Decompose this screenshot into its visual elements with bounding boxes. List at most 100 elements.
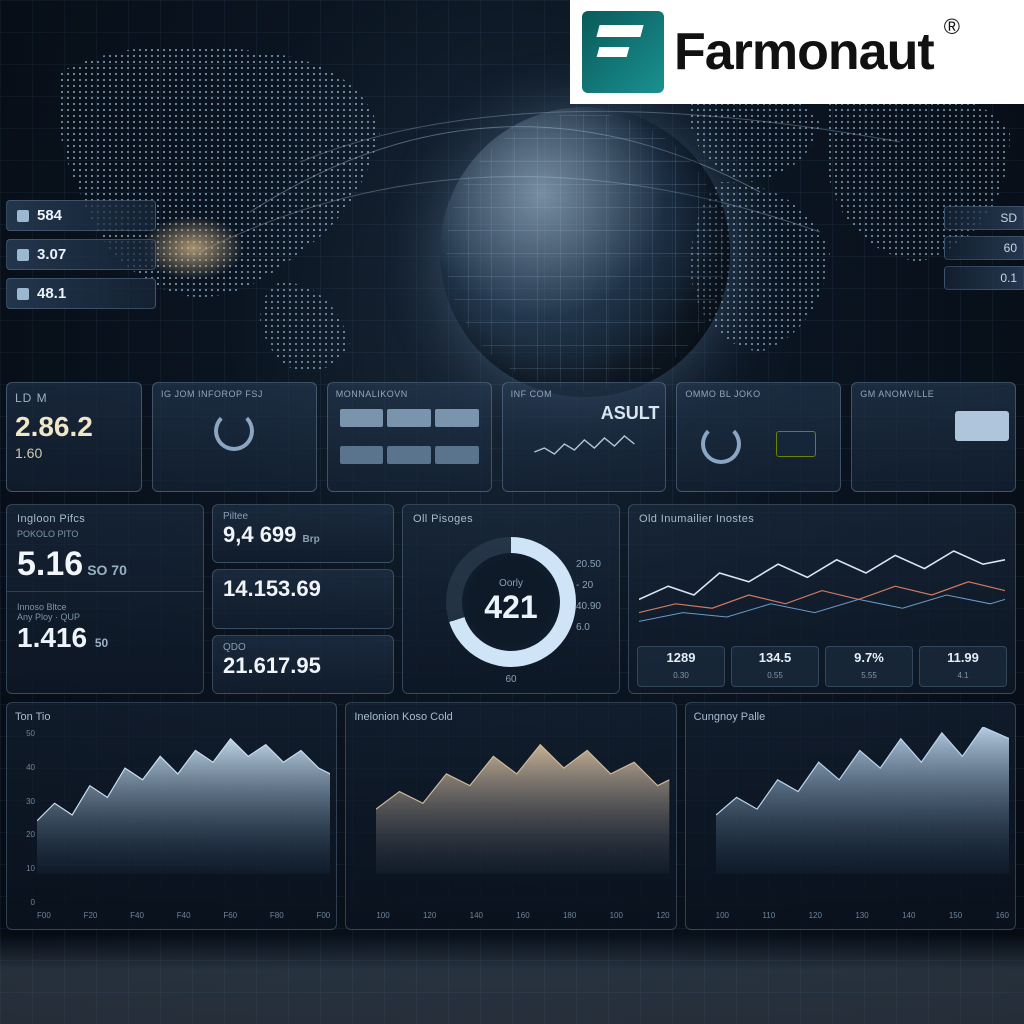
area-chart [37, 727, 330, 874]
badge-dot-icon [17, 249, 29, 261]
area-chart [716, 727, 1009, 874]
stat-sub: 5.55 [861, 671, 877, 680]
stat-value: 584 [37, 207, 62, 224]
gauge-value: 421 [484, 589, 537, 626]
stat-value: 48.1 [37, 285, 66, 302]
stat-badge[interactable]: 584 [6, 200, 156, 231]
panel-label: Innoso Bltce [17, 602, 193, 612]
price-value: 1.416 [17, 622, 87, 653]
prices-panel[interactable]: Ingloon Pifcs POKOLO PITO 5.16SO 70 Inno… [6, 504, 204, 694]
cell-value: 21.617.95 [223, 653, 383, 679]
stat-sub: 0.55 [767, 671, 783, 680]
stat-chip[interactable]: 1289 0.30 [637, 646, 725, 687]
y-axis [350, 729, 374, 907]
panel-header: Ingloon Pifcs [17, 513, 193, 525]
stat-chip[interactable]: 11.994.1 [919, 646, 1007, 687]
cell-label: QDO [223, 642, 383, 653]
cell-value: 9,4 699 [223, 522, 296, 547]
grid-icon [334, 403, 485, 485]
y-axis: 50403020100 [11, 729, 35, 907]
gauge-panel[interactable]: Oll Pisoges Oorly 421 20.50 - 20 40.90 6… [402, 504, 620, 694]
floor-reflection [0, 934, 1024, 1024]
stat-badge[interactable]: 0.1 [944, 266, 1024, 290]
brand-bar: Farmonaut ® [570, 0, 1024, 104]
price-unit: SO 70 [87, 562, 127, 578]
price-cell[interactable]: QDO 21.617.95 [212, 635, 394, 694]
info-card-header: OMMO BL JOKO [685, 389, 832, 399]
area-chart-panel[interactable]: Ton Tio 50403020100 F00F20F40F40F60F80F0… [6, 702, 337, 930]
x-axis: 100120140160180100120 [376, 911, 669, 925]
ldm-sub: 1.60 [15, 445, 133, 461]
panel-header: Old Inumailier Inostes [639, 513, 1005, 525]
panel-header: Cungnoy Palle [694, 711, 1007, 723]
second-price: 1.416 50 [17, 622, 193, 654]
stat-value: 1289 [642, 650, 720, 665]
badge-dot-icon [17, 288, 29, 300]
info-card-accent: ASULT [509, 403, 660, 424]
brand-name: Farmonaut [674, 22, 934, 82]
brand-logo-icon [582, 11, 664, 93]
info-card[interactable]: INF COM ASULT [502, 382, 667, 492]
line-stats-strip: 1289 0.30 134.5 0.55 9.7% 5.55 11.994.1 [637, 646, 1007, 687]
gauge-label: Oorly [499, 578, 523, 589]
price-unit: 50 [95, 636, 108, 650]
gauge-center: Oorly 421 [413, 529, 609, 674]
ldm-title: LD M [15, 391, 133, 405]
info-card-header: INF COM [511, 389, 658, 399]
area-chart-panel[interactable]: Cungnoy Palle 100110120130140150160 [685, 702, 1016, 930]
multi-line-chart [639, 529, 1005, 661]
stacked-prices-panel: Piltee 9,4 699 Brp 14.153.69 QDO 21.617.… [212, 504, 394, 694]
info-card-row: IG JOM INFOROP FSJ MONNALIKOVN INF COM A… [152, 382, 1016, 492]
area-chart-panel[interactable]: Inelonion Koso Cold 10012014016018010012… [345, 702, 676, 930]
stat-badge[interactable]: 48.1 [6, 278, 156, 309]
gauge-bottom: 60 [413, 674, 609, 685]
panel-header: Inelonion Koso Cold [354, 711, 667, 723]
globe-icon [440, 107, 730, 397]
stat-value: 134.5 [736, 650, 814, 665]
info-card[interactable]: MONNALIKOVN [327, 382, 492, 492]
ldm-value: 2.86.2 [15, 411, 133, 443]
area-charts-row: Ton Tio 50403020100 F00F20F40F40F60F80F0… [6, 702, 1016, 930]
stat-value: 9.7% [830, 650, 908, 665]
lines-panel[interactable]: Old Inumailier Inostes 1289 0.30 134.5 0.5… [628, 504, 1016, 694]
stat-chip[interactable]: 134.5 0.55 [731, 646, 819, 687]
panel-header: Oll Pisoges [413, 513, 609, 525]
price-value: 5.16 [17, 545, 83, 583]
stat-badge[interactable]: 60 [944, 236, 1024, 260]
panel-sub: POKOLO PITO [17, 529, 193, 539]
panel-sub: Any Ploy · QUP [17, 612, 193, 622]
panel-header: Ton Tio [15, 711, 328, 723]
stat-value: 3.07 [37, 246, 66, 263]
info-card[interactable]: OMMO BL JOKO [676, 382, 841, 492]
ring-icon [214, 411, 254, 451]
info-card-header: GM ANOMVILLE [860, 389, 1007, 399]
area-chart [376, 727, 669, 874]
right-stat-badges: SD 60 0.1 [944, 206, 1024, 290]
minimap-icon [955, 411, 1009, 441]
ldm-card[interactable]: LD M 2.86.2 1.60 [6, 382, 142, 492]
info-card-header: IG JOM INFOROP FSJ [161, 389, 308, 399]
left-stat-badges: 584 3.07 48.1 [6, 200, 156, 309]
ring-icon [701, 424, 741, 464]
info-card[interactable]: GM ANOMVILLE [851, 382, 1016, 492]
stat-sub: 0.30 [673, 671, 689, 680]
info-card[interactable]: IG JOM INFOROP FSJ [152, 382, 317, 492]
main-price: 5.16SO 70 [17, 547, 193, 581]
stat-value: 11.99 [924, 650, 1002, 665]
price-cell[interactable]: Piltee 9,4 699 Brp [212, 504, 394, 563]
brand-registered-mark: ® [944, 14, 960, 40]
info-card-header: MONNALIKOVN [336, 389, 483, 399]
stat-badge[interactable]: SD [944, 206, 1024, 230]
price-cell[interactable]: 14.153.69 [212, 569, 394, 628]
stat-value: 0.1 [1000, 271, 1017, 285]
screen-icon [776, 431, 816, 457]
cell-suffix: Brp [303, 534, 320, 545]
y-axis [690, 729, 714, 907]
metrics-row: Ingloon Pifcs POKOLO PITO 5.16SO 70 Inno… [6, 504, 1016, 694]
stat-badge[interactable]: 3.07 [6, 239, 156, 270]
sparkline-icon [509, 430, 660, 460]
stat-value: 60 [1004, 241, 1017, 255]
cell-label: Piltee [223, 511, 383, 522]
stat-chip[interactable]: 9.7% 5.55 [825, 646, 913, 687]
cell-value: 14.153.69 [223, 576, 383, 602]
